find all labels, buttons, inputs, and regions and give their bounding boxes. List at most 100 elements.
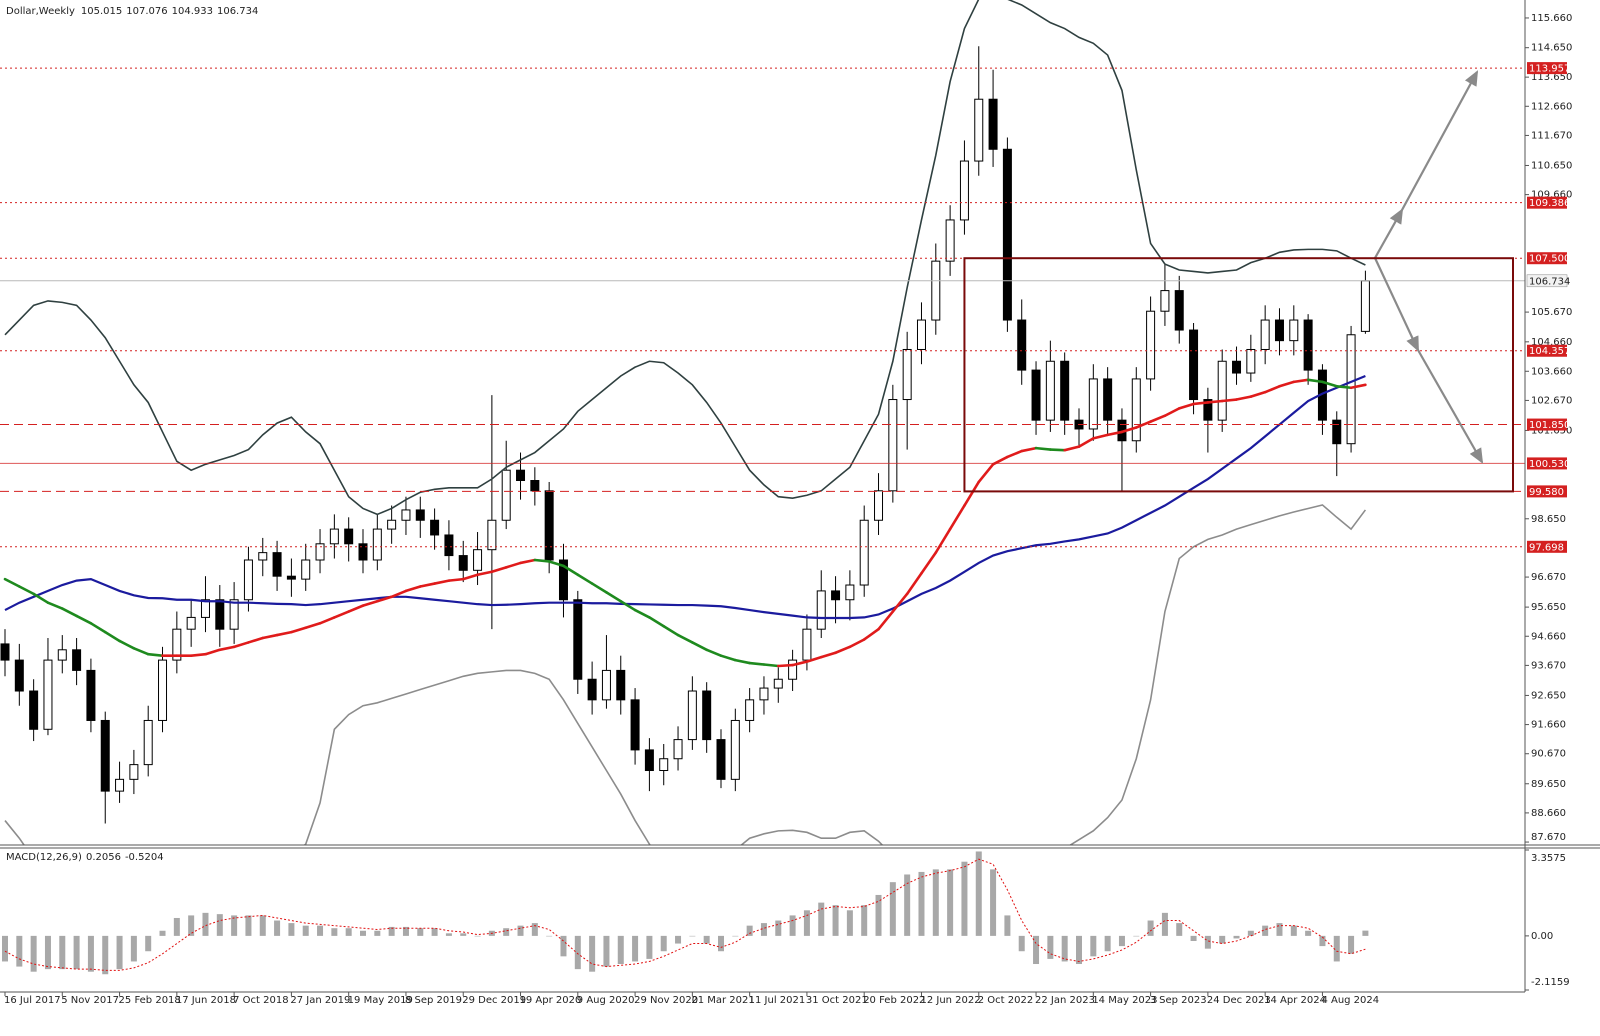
macd-bar — [632, 935, 639, 962]
moving-average-segment — [275, 630, 293, 637]
candle-body — [1232, 360, 1242, 374]
moving-average-segment — [89, 621, 107, 634]
moving-average-segment — [562, 564, 580, 577]
y-tick-label: 114.650 — [1531, 43, 1572, 54]
candle-body — [100, 719, 110, 792]
macd-bar — [1333, 935, 1340, 962]
moving-average-segment — [1235, 395, 1253, 401]
y-tick-label: -2.1159 — [1531, 977, 1570, 988]
x-tick-label: 29 Dec 2019 — [462, 995, 526, 1006]
macd-bar — [1133, 935, 1140, 937]
candle-body — [344, 528, 354, 545]
moving-average-segment — [347, 604, 365, 613]
candle-body — [315, 543, 325, 561]
level-label-box — [1527, 418, 1567, 431]
moving-average-segment — [490, 566, 508, 574]
moving-average-segment — [376, 595, 393, 603]
moving-average-segment — [60, 607, 78, 618]
candle-body — [72, 649, 82, 671]
moving-average-segment — [1077, 437, 1095, 448]
moving-average-segment — [1049, 448, 1066, 452]
y-tick-label: 89.650 — [1531, 779, 1566, 790]
candle-body — [115, 778, 125, 792]
macd-bar — [1018, 935, 1025, 952]
candle-body — [1002, 148, 1012, 321]
macd-bar — [789, 915, 796, 936]
level-label: 101.850 — [1529, 420, 1570, 431]
macd-bar — [1004, 915, 1011, 936]
level-label-box — [1527, 252, 1567, 265]
candle-body — [487, 519, 497, 551]
y-tick-label: 95.650 — [1531, 602, 1566, 613]
x-tick-label: 12 Jun 2022 — [920, 995, 980, 1006]
candle-body — [687, 690, 697, 741]
current-price-box — [1526, 274, 1568, 288]
band-line — [4, 0, 1366, 516]
y-tick-label: 98.650 — [1531, 514, 1566, 525]
moving-average-segment — [204, 648, 222, 656]
moving-average-segment — [18, 585, 35, 596]
candle-body — [902, 348, 912, 401]
level-label-box — [1527, 62, 1567, 75]
macd-bar — [646, 935, 653, 959]
macd-bar — [832, 905, 839, 936]
macd-bar — [445, 933, 452, 936]
x-tick-label: 24 Dec 2023 — [1207, 995, 1271, 1006]
macd-bar — [517, 925, 524, 936]
macd-value: 0.2056 — [86, 852, 121, 863]
macd-bar — [130, 935, 137, 962]
moving-average-segment — [905, 571, 923, 596]
candle-body — [258, 552, 268, 561]
x-tick-label: 11 Jul 2021 — [749, 995, 806, 1006]
moving-average-segment — [1092, 433, 1109, 440]
macd-bar — [803, 910, 810, 936]
candle-body — [788, 659, 798, 680]
macd-bar — [1247, 930, 1254, 936]
macd-bar — [402, 926, 409, 936]
candle-body — [372, 528, 382, 561]
moving-average-segment — [404, 585, 422, 593]
macd-bar — [288, 923, 295, 936]
y-tick-label: 103.660 — [1531, 366, 1572, 377]
x-tick-label: 7 Oct 2018 — [233, 995, 288, 1006]
macd-bar — [216, 914, 223, 936]
x-tick-label: 27 Jan 2019 — [290, 995, 350, 1006]
macd-bar — [760, 923, 767, 936]
price-pane — [0, 0, 1525, 845]
x-tick-label: 19 Apr 2020 — [520, 995, 582, 1006]
macd-bar — [16, 935, 23, 967]
moving-average-segment — [676, 633, 694, 644]
macd-bar — [675, 935, 682, 944]
candle-body — [558, 559, 568, 601]
candle-body — [1031, 369, 1041, 421]
macd-bar — [961, 861, 968, 936]
macd-bar — [1104, 935, 1111, 952]
candle-body — [1146, 310, 1156, 380]
moving-average-segment — [1177, 402, 1195, 410]
macd-bar — [245, 915, 252, 936]
macd-bar — [617, 935, 624, 965]
candle-body — [1174, 290, 1184, 331]
moving-average — [4, 374, 1366, 620]
candle-body — [444, 534, 454, 557]
y-tick-label: 3.3575 — [1531, 853, 1566, 864]
level-label: 100.530 — [1529, 459, 1570, 470]
moving-average-segment — [304, 621, 322, 630]
x-tick-label: 8 Sep 2019 — [405, 995, 462, 1006]
macd-bar — [116, 935, 123, 970]
candle-body — [272, 552, 282, 577]
x-tick-label: 14 May 2023 — [1092, 995, 1157, 1006]
range-box — [963, 257, 1514, 493]
level-label: 107.500 — [1529, 254, 1570, 265]
y-tick-label: 109.660 — [1531, 190, 1572, 201]
macd-bar — [145, 935, 152, 952]
macd-bar — [302, 925, 309, 936]
signal-value: -0.5204 — [125, 852, 164, 863]
macd-bar — [1033, 935, 1040, 965]
price-header: Dollar,Weekly 105.015 107.076 104.933 106.73… — [6, 6, 258, 17]
candle-body — [1246, 348, 1256, 374]
macd-bar — [889, 882, 896, 936]
macd-bar — [374, 930, 381, 936]
header-open: 105.015 — [81, 6, 122, 17]
candle-body — [516, 469, 526, 482]
